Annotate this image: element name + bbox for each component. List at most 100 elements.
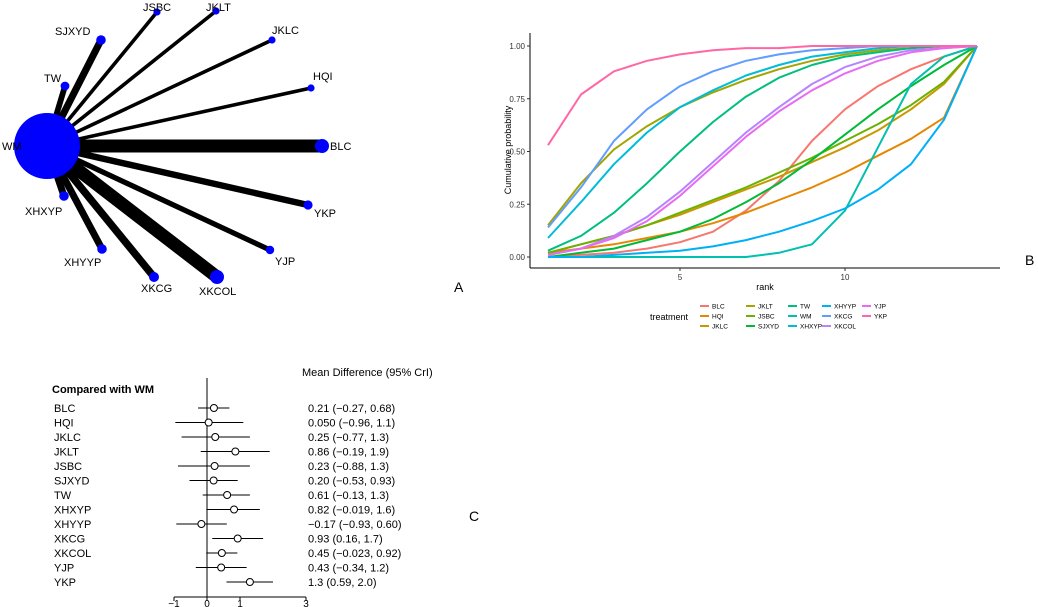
forest-row-value-tw: 0.61 (−0.13, 1.3) <box>308 490 389 502</box>
legend-label-sjxyd: SJXYD <box>758 324 779 331</box>
legend-label-wm: WM <box>800 314 812 321</box>
forest-row-name-xhxyp: XHXYP <box>54 505 91 517</box>
legend-label-hqi: HQI <box>712 314 724 321</box>
series-line-blc <box>547 45 978 258</box>
panel-label-b: B <box>1025 252 1034 268</box>
point-estimate-hqi <box>204 418 213 427</box>
forest-plot: Mean Difference (95% CrI) Compared with W… <box>52 367 433 607</box>
forest-row-value-blc: 0.21 (−0.27, 0.68) <box>308 403 395 415</box>
network-plot: BLC HQI JKLC JKLT JSBC SJXYD TW XHXYP XHYYP XKCG X… <box>2 2 351 298</box>
panel-label-c: C <box>469 508 479 524</box>
point-estimate-xhyyp <box>197 520 206 528</box>
node-label-yjp: YJP <box>275 256 295 268</box>
forest-x-tick-label: 1 <box>237 599 243 607</box>
forest-row-name-blc: BLC <box>54 403 75 415</box>
x-tick-label: 5 <box>678 273 683 282</box>
legend-label-tw: TW <box>800 304 811 311</box>
forest-title: Mean Difference (95% CrI) <box>302 367 433 379</box>
forest-x-tick-label: 3 <box>303 599 309 607</box>
node-wm <box>14 113 80 179</box>
forest-row-name-hqi: HQI <box>54 418 74 430</box>
node-jklt <box>212 7 220 15</box>
x-axis-title: rank <box>756 282 774 292</box>
y-tick-label: 0.50 <box>509 148 525 157</box>
forest-row-value-jklc: 0.25 (−0.77, 1.3) <box>308 432 389 444</box>
forest-row-value-jsbc: 0.23 (−0.88, 1.3) <box>308 461 389 473</box>
forest-row-value-xkcg: 0.93 (0.16, 1.7) <box>308 534 383 546</box>
node-hqi <box>307 84 315 92</box>
forest-x-tick-label: 0 <box>204 599 210 607</box>
forest-row-value-ykp: 1.3 (0.59, 2.0) <box>308 577 377 589</box>
point-estimate-ykp <box>245 578 254 586</box>
point-estimate-yjp <box>217 563 226 572</box>
series-line-jsbc <box>547 45 978 254</box>
legend-title: treatment <box>650 312 689 322</box>
node-label-blc: BLC <box>330 141 351 153</box>
forest-row-name-yjp: YJP <box>54 563 74 575</box>
node-xkcol <box>210 270 224 284</box>
forest-row-name-ykp: YKP <box>54 577 76 589</box>
forest-row-value-yjp: 0.43 (−0.34, 1.2) <box>308 563 389 575</box>
series-line-tw <box>547 45 977 252</box>
forest-row-value-jklt: 0.86 (−0.19, 1.9) <box>308 447 389 459</box>
node-yjp <box>265 245 275 255</box>
forest-x-tick-label: −1 <box>168 599 180 607</box>
legend-label-blc: BLC <box>712 304 725 311</box>
node-xhxyp <box>59 191 69 201</box>
point-estimate-xkcol <box>217 549 226 557</box>
forest-row-name-xkcg: XKCG <box>54 534 85 546</box>
node-label-xkcol: XKCOL <box>199 286 236 298</box>
node-xhyyp <box>97 244 107 254</box>
legend-label-xhyyp: XHYYP <box>834 304 856 311</box>
edge-wm-jklt <box>45 9 218 148</box>
node-label-hqi: HQI <box>313 71 333 83</box>
point-estimate-sjxyd <box>209 476 218 485</box>
node-jklc <box>268 36 276 44</box>
legend-label-xkcg: XKCG <box>834 314 852 321</box>
node-label-jklt: JKLT <box>206 2 231 14</box>
legend-label-jsbc: JSBC <box>758 314 775 321</box>
forest-row-value-xhxyp: 0.82 (−0.019, 1.6) <box>308 505 395 517</box>
point-estimate-blc <box>209 404 218 412</box>
forest-row-name-xhyyp: XHYYP <box>54 519 91 531</box>
x-tick-label: 10 <box>841 273 850 282</box>
series-line-jklc <box>547 45 978 254</box>
forest-row-value-xkcol: 0.45 (−0.023, 0.92) <box>308 548 401 560</box>
point-estimate-jsbc <box>210 462 219 470</box>
node-blc <box>315 139 329 153</box>
legend-label-jklt: JKLT <box>758 304 773 311</box>
node-label-jklc: JKLC <box>272 25 299 37</box>
node-label-tw: TW <box>44 73 62 85</box>
forest-row-value-xhyyp: −0.17 (−0.93, 0.60) <box>308 519 402 531</box>
series-line-hqi <box>547 45 978 254</box>
y-tick-label: 0.00 <box>509 253 525 262</box>
series-line-yjp <box>547 45 978 256</box>
legend-label-ykp: YKP <box>874 314 887 321</box>
point-estimate-jklc <box>211 433 220 441</box>
legend-label-yjp: YJP <box>874 304 886 311</box>
rank-probability-chart: 0.00 0.25 0.50 0.75 1.00 5 10 rank Cumulative pr… <box>503 33 1000 331</box>
node-ykp <box>303 200 313 210</box>
forest-row-name-jsbc: JSBC <box>54 461 82 473</box>
node-label-sjxyd: SJXYD <box>55 26 91 38</box>
edge-wm-yjp <box>45 143 272 253</box>
edge-wm-hqi <box>46 86 312 148</box>
series-line-xkcol <box>547 45 978 256</box>
forest-row-value-hqi: 0.050 (−0.96, 1.1) <box>308 418 395 430</box>
forest-row-value-sjxyd: 0.20 (−0.53, 0.93) <box>308 476 395 488</box>
node-label-xhyyp: XHYYP <box>64 257 101 269</box>
y-axis-title: Cumulative probability <box>503 105 513 194</box>
series-line-sjxyd <box>547 45 978 258</box>
forest-row-name-jklc: JKLC <box>54 432 81 444</box>
forest-row-name-jklt: JKLT <box>54 447 79 459</box>
forest-row-name-sjxyd: SJXYD <box>54 476 90 488</box>
forest-subtitle: Compared with WM <box>52 384 154 396</box>
node-label-xkcg: XKCG <box>141 283 172 295</box>
series-line-xhyyp <box>548 45 978 258</box>
node-label-xhxyp: XHXYP <box>25 206 62 218</box>
node-xkcg <box>149 272 159 282</box>
y-tick-label: 0.75 <box>509 95 525 104</box>
point-estimate-xhxyp <box>230 505 239 514</box>
edge-wm-ykp <box>46 142 309 209</box>
y-tick-label: 1.00 <box>509 42 525 51</box>
